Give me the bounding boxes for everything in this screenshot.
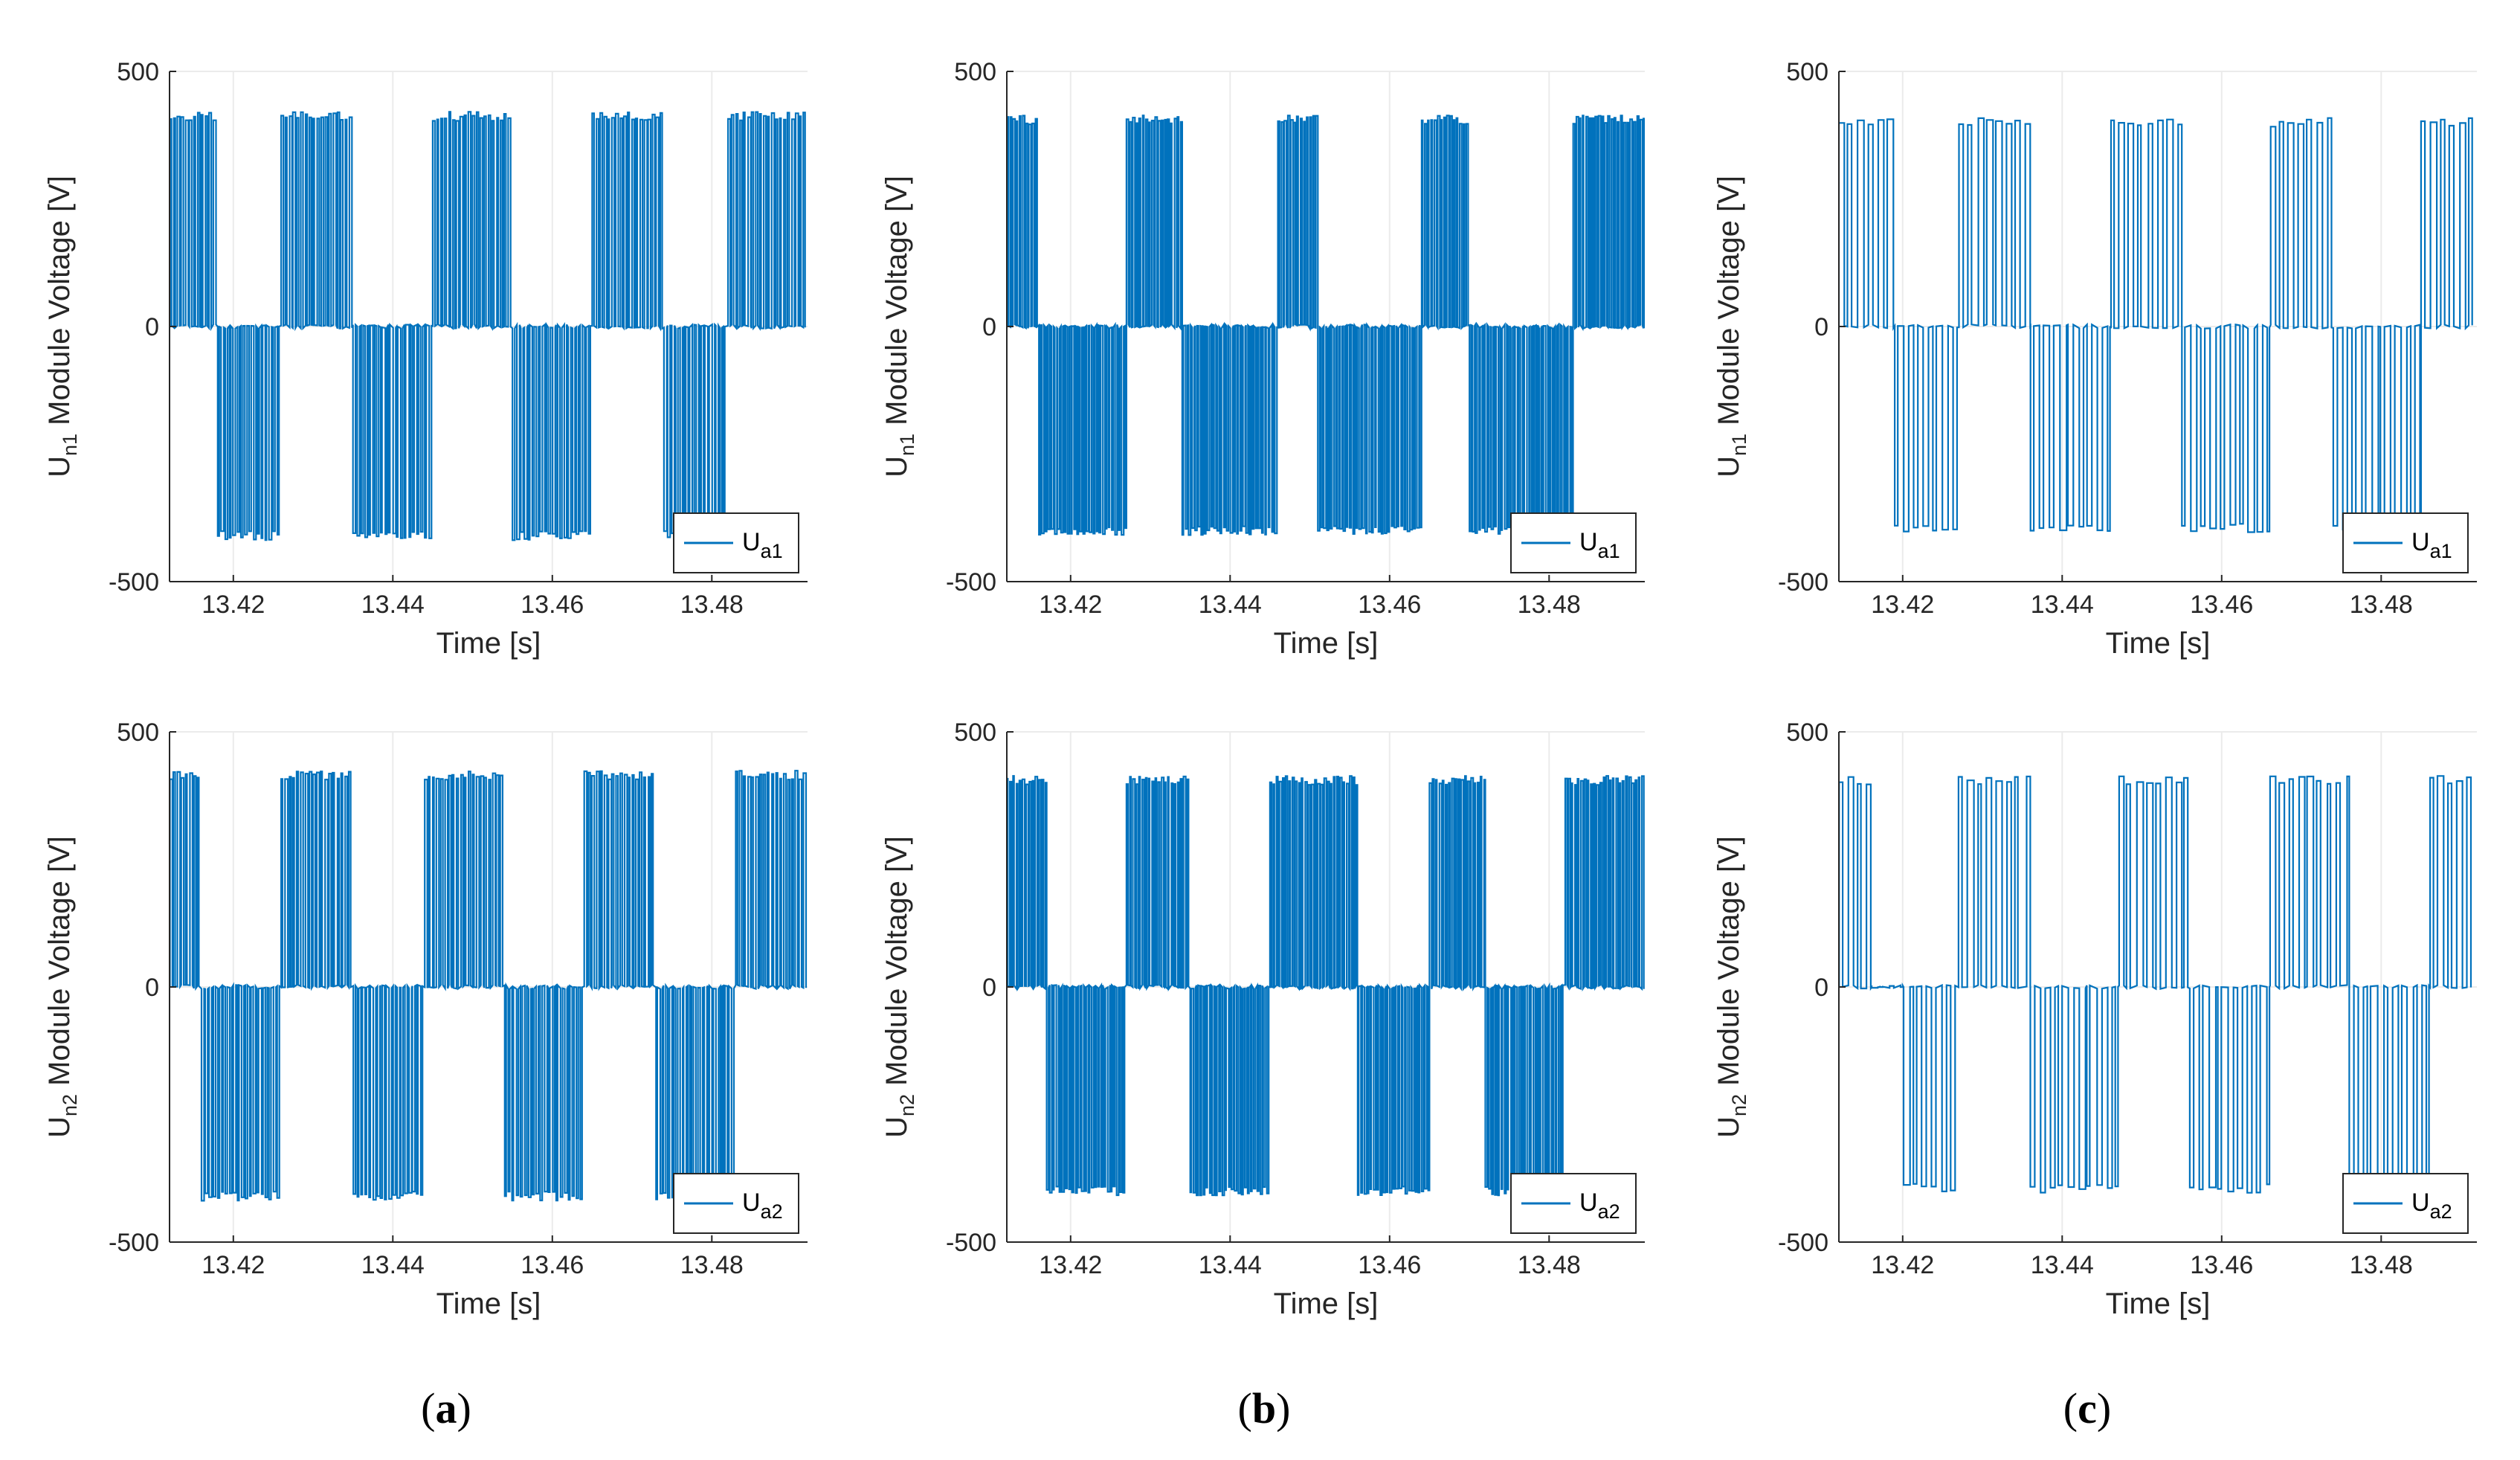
x-tick-label: 13.48 (1518, 591, 1581, 619)
x-tick-label: 13.48 (680, 1251, 744, 1279)
series-line-b2 (1007, 775, 1645, 1197)
legend: Ua2 (2342, 1173, 2469, 1234)
x-axis-label: Time [s] (2106, 627, 2211, 660)
x-tick-label: 13.44 (1199, 1251, 1262, 1279)
x-tick-label: 13.42 (1039, 591, 1102, 619)
series-line-a1 (170, 111, 806, 541)
x-tick-label: 13.48 (1518, 1251, 1581, 1279)
x-tick-label: 13.46 (1358, 1251, 1421, 1279)
y-tick-label: 500 (954, 718, 996, 747)
y-tick-label: 0 (145, 313, 159, 341)
legend: Ua2 (673, 1173, 799, 1234)
chart-b1: 13.42 13.44 13.46 13.48 -500 0 500 Time [s] Un1 … (880, 58, 1645, 660)
x-tick-label: 13.44 (361, 1251, 425, 1279)
y-tick-label: 0 (982, 313, 996, 341)
x-axis-label: Time [s] (436, 627, 541, 660)
x-tick-label: 13.44 (2031, 591, 2094, 619)
x-tick-label: 13.46 (2190, 1251, 2253, 1279)
y-axis-label: Un2 Module Voltage [V] (1712, 836, 1750, 1138)
x-axis-label: Time [s] (1274, 627, 1379, 660)
series-line-b1 (1007, 115, 1645, 536)
legend-label: Ua2 (2411, 1189, 2452, 1223)
y-axis-label: Un1 Module Voltage [V] (43, 176, 81, 477)
x-tick-label: 13.42 (1871, 591, 1934, 619)
x-axis-label: Time [s] (436, 1287, 541, 1320)
legend: Ua2 (1510, 1173, 1637, 1234)
legend-label: Ua1 (1579, 528, 1620, 562)
chart-a1: 13.42 13.44 13.46 13.48 -500 0 500 Time [s] Un1 … (43, 58, 808, 660)
x-tick-label: 13.48 (2350, 1251, 2413, 1279)
y-tick-label: 500 (117, 718, 159, 747)
series-line-c1 (1839, 117, 2473, 533)
chart-a2: 13.42 13.44 13.46 13.48 -500 0 500 Time [s] Un2 … (43, 718, 808, 1320)
x-tick-label: 13.46 (1358, 591, 1421, 619)
legend-label: Ua2 (1579, 1189, 1620, 1223)
legend-label: Ua1 (2411, 528, 2452, 562)
y-tick-label: -500 (109, 1229, 159, 1257)
y-axis-label: Un2 Module Voltage [V] (880, 836, 918, 1138)
series-line-a2 (170, 770, 808, 1202)
y-tick-label: -500 (1778, 1229, 1828, 1257)
y-axis-label: Un1 Module Voltage [V] (1712, 176, 1750, 477)
chart-c1: 13.42 13.44 13.46 13.48 -500 0 500 Time [s] Un1 … (1712, 58, 2477, 660)
x-tick-label: 13.42 (1871, 1251, 1934, 1279)
x-tick-label: 13.42 (1039, 1251, 1102, 1279)
chart-c2: 13.42 13.44 13.46 13.48 -500 0 500 Time [s] Un2 … (1712, 718, 2477, 1320)
y-tick-label: 500 (117, 58, 159, 86)
legend: Ua1 (2342, 512, 2469, 573)
y-tick-label: 500 (1786, 718, 1828, 747)
legend: Ua1 (673, 512, 799, 573)
y-tick-label: 0 (145, 974, 159, 1002)
x-tick-label: 13.48 (2350, 591, 2413, 619)
x-tick-label: 13.42 (202, 591, 265, 619)
y-tick-label: -500 (946, 1229, 996, 1257)
x-tick-label: 13.44 (1199, 591, 1262, 619)
y-tick-label: 500 (1786, 58, 1828, 86)
x-axis-label: Time [s] (2106, 1287, 2211, 1320)
x-tick-label: 13.48 (680, 591, 744, 619)
panel-label-a: (a) (421, 1384, 471, 1432)
y-tick-label: 0 (1814, 313, 1828, 341)
legend-label: Ua1 (742, 528, 783, 562)
panel-label-b: (b) (1238, 1384, 1291, 1432)
chart-panels: 13.42 13.44 13.46 13.48 -500 0 500 Time [s] Un1 … (43, 58, 2477, 1320)
x-tick-label: 13.46 (2190, 591, 2253, 619)
panel-label-c: (c) (2063, 1384, 2111, 1432)
legend-label: Ua2 (742, 1189, 783, 1223)
y-tick-label: 0 (982, 974, 996, 1002)
y-tick-label: 0 (1814, 974, 1828, 1002)
x-tick-label: 13.44 (2031, 1251, 2094, 1279)
series-line-c2 (1839, 775, 2472, 1194)
x-tick-label: 13.46 (521, 1251, 584, 1279)
y-axis-label: Un1 Module Voltage [V] (880, 176, 918, 477)
y-axis-label: Un2 Module Voltage [V] (43, 836, 81, 1138)
y-tick-label: -500 (1778, 568, 1828, 596)
legend: Ua1 (1510, 512, 1637, 573)
x-tick-label: 13.42 (202, 1251, 265, 1279)
x-tick-label: 13.46 (521, 591, 584, 619)
x-axis-label: Time [s] (1274, 1287, 1379, 1320)
y-tick-label: -500 (109, 568, 159, 596)
y-tick-label: 500 (954, 58, 996, 86)
chart-b2: 13.42 13.44 13.46 13.48 -500 0 500 Time [s] Un2 … (880, 718, 1645, 1320)
y-tick-label: -500 (946, 568, 996, 596)
x-tick-label: 13.44 (361, 591, 425, 619)
